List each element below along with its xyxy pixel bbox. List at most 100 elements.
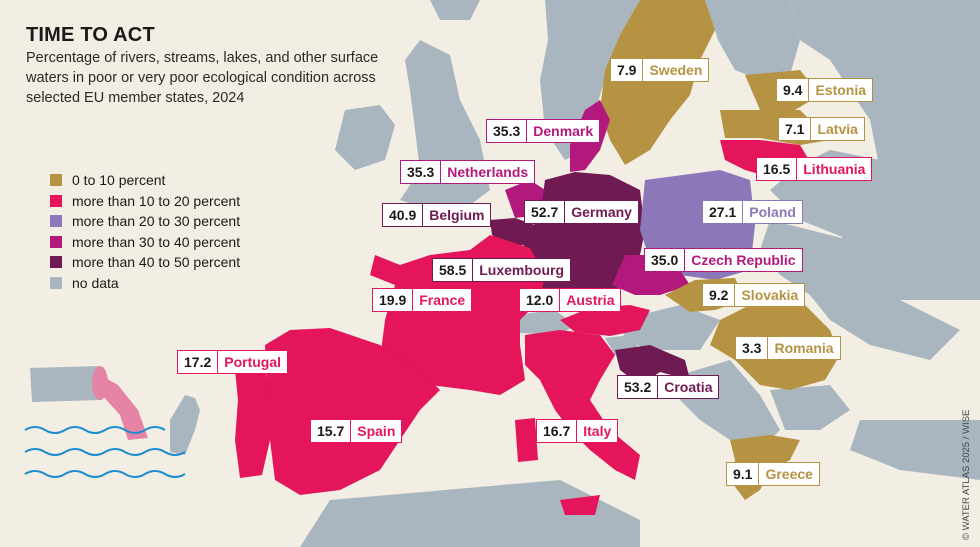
pollution-illustration xyxy=(24,366,200,478)
name-croatia: Croatia xyxy=(664,379,713,395)
name-latvia: Latvia xyxy=(817,121,858,137)
name-denmark: Denmark xyxy=(533,123,594,139)
value-greece: 9.1 xyxy=(727,463,760,485)
iceland-faroe-region xyxy=(430,0,480,20)
legend-item: 0 to 10 percent xyxy=(50,170,240,191)
label-slovakia: 9.2 Slovakia xyxy=(702,283,806,307)
finland-region xyxy=(705,0,800,80)
no-data-regions xyxy=(300,0,980,547)
name-luxembourg: Luxembourg xyxy=(479,262,565,278)
polluted-stream xyxy=(100,375,148,440)
value-belgium: 40.9 xyxy=(383,204,424,226)
russia-east-region xyxy=(790,0,980,300)
legend-swatch xyxy=(50,215,62,228)
value-croatia: 53.2 xyxy=(618,376,659,398)
legend-item: more than 30 to 40 percent xyxy=(50,232,240,253)
source-credit: © WATER ATLAS 2025 / WISE xyxy=(961,409,972,540)
legend-item: more than 10 to 20 percent xyxy=(50,191,240,212)
legend-label: more than 10 to 20 percent xyxy=(72,192,241,209)
turkey-region xyxy=(850,420,980,480)
label-italy: 16.7 Italy xyxy=(536,419,619,443)
name-poland: Poland xyxy=(749,204,796,220)
legend-swatch xyxy=(50,174,62,187)
name-slovakia: Slovakia xyxy=(741,287,799,303)
name-germany: Germany xyxy=(571,204,632,220)
portugal-shape xyxy=(235,365,270,478)
label-austria: 12.0 Austria xyxy=(519,288,622,312)
label-latvia: 7.1 Latvia xyxy=(778,117,865,141)
label-estonia: 9.4 Estonia xyxy=(776,78,874,102)
label-poland: 27.1 Poland xyxy=(702,200,803,224)
legend-label: no data xyxy=(72,274,119,291)
switzerland-region xyxy=(515,310,575,335)
legend-label: more than 20 to 30 percent xyxy=(72,213,241,230)
legend-label: more than 30 to 40 percent xyxy=(72,233,241,250)
label-netherlands: 35.3 Netherlands xyxy=(400,160,536,184)
sicily-shape xyxy=(560,495,600,515)
name-lithuania: Lithuania xyxy=(803,161,866,177)
country-shapes xyxy=(235,0,840,515)
sweden-shape xyxy=(600,0,715,165)
pipe-body xyxy=(30,366,102,402)
value-portugal: 17.2 xyxy=(178,351,219,373)
label-czech-republic: 35.0 Czech Republic xyxy=(644,248,803,272)
name-spain: Spain xyxy=(357,423,396,439)
belgium-shape xyxy=(490,218,535,245)
legend-swatch xyxy=(50,256,62,269)
ireland-region xyxy=(335,105,395,170)
page-title: TIME TO ACT xyxy=(26,24,155,46)
label-germany: 52.7 Germany xyxy=(524,200,639,224)
value-netherlands: 35.3 xyxy=(401,161,442,183)
legend-item: no data xyxy=(50,273,240,294)
label-luxembourg: 58.5 Luxembourg xyxy=(432,258,572,282)
czech-shape xyxy=(612,255,690,295)
value-spain: 15.7 xyxy=(311,420,352,442)
name-portugal: Portugal xyxy=(224,354,282,370)
austria-shape xyxy=(560,305,650,336)
label-portugal: 17.2 Portugal xyxy=(177,350,289,374)
label-lithuania: 16.5 Lithuania xyxy=(756,157,873,181)
legend-label: more than 40 to 50 percent xyxy=(72,254,241,271)
value-czech-republic: 35.0 xyxy=(645,249,686,271)
label-greece: 9.1 Greece xyxy=(726,462,820,486)
value-poland: 27.1 xyxy=(703,201,744,223)
label-romania: 3.3 Romania xyxy=(735,336,841,360)
value-luxembourg: 58.5 xyxy=(433,259,474,281)
value-latvia: 7.1 xyxy=(779,118,812,140)
value-lithuania: 16.5 xyxy=(757,158,798,180)
map-legend: 0 to 10 percent more than 10 to 20 perce… xyxy=(50,170,240,293)
legend-label: 0 to 10 percent xyxy=(72,172,166,189)
value-slovakia: 9.2 xyxy=(703,284,736,306)
legend-swatch xyxy=(50,276,62,289)
label-belgium: 40.9 Belgium xyxy=(382,203,492,227)
value-austria: 12.0 xyxy=(520,289,561,311)
value-romania: 3.3 xyxy=(736,337,769,359)
label-sweden: 7.9 Sweden xyxy=(610,58,710,82)
name-czech-republic: Czech Republic xyxy=(691,252,796,268)
name-italy: Italy xyxy=(583,423,612,439)
label-croatia: 53.2 Croatia xyxy=(617,375,720,399)
value-italy: 16.7 xyxy=(537,420,578,442)
water-waves xyxy=(24,426,186,478)
ukraine-region xyxy=(760,220,960,360)
legend-swatch xyxy=(50,235,62,248)
north-africa-region xyxy=(300,480,640,547)
bottle-icon xyxy=(170,395,200,455)
name-greece: Greece xyxy=(765,466,813,482)
value-germany: 52.7 xyxy=(525,201,566,223)
page-subtitle: Percentage of rivers, streams, lakes, an… xyxy=(26,50,379,106)
label-france: 19.9 France xyxy=(372,288,473,312)
legend-swatch xyxy=(50,194,62,207)
name-sweden: Sweden xyxy=(649,62,703,78)
name-belgium: Belgium xyxy=(429,207,485,223)
sardinia-shape xyxy=(515,418,538,462)
name-romania: Romania xyxy=(774,340,834,356)
name-estonia: Estonia xyxy=(815,82,867,98)
spain-shape xyxy=(265,328,440,495)
name-netherlands: Netherlands xyxy=(447,164,529,180)
value-sweden: 7.9 xyxy=(611,59,644,81)
value-france: 19.9 xyxy=(373,289,414,311)
value-estonia: 9.4 xyxy=(777,79,810,101)
label-denmark: 35.3 Denmark xyxy=(486,119,601,143)
